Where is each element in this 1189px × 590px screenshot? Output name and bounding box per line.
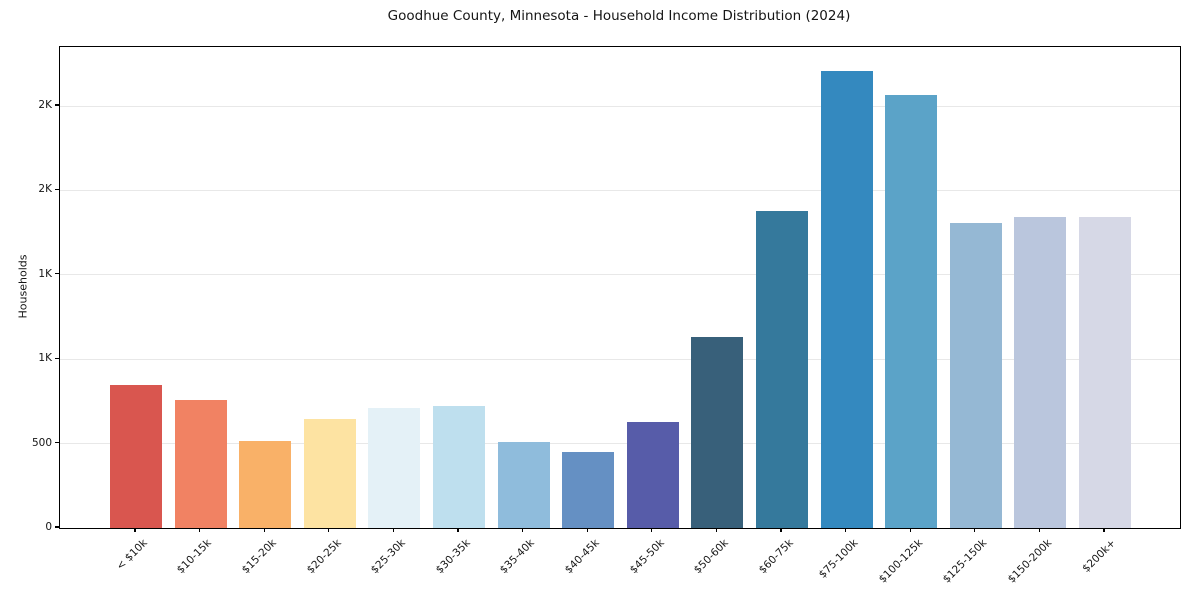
x-tick-mark bbox=[715, 528, 717, 532]
bar-9 bbox=[691, 337, 744, 528]
x-tick-label-text: $15-20k bbox=[239, 537, 279, 577]
x-tick-mark bbox=[328, 528, 330, 532]
plot-area bbox=[59, 46, 1181, 529]
chart-title: Goodhue County, Minnesota - Household In… bbox=[387, 8, 851, 24]
x-tick-mark bbox=[780, 528, 782, 532]
x-tick-label-text: $50-60k bbox=[691, 537, 731, 577]
x-tick-label-text: $10-15k bbox=[174, 537, 215, 577]
x-tick-mark bbox=[263, 528, 265, 532]
gridline bbox=[60, 105, 1180, 107]
y-tick-label: 2K bbox=[38, 183, 52, 196]
y-tick-label: 2K bbox=[38, 99, 52, 112]
gridline bbox=[60, 443, 1180, 445]
bar-11 bbox=[820, 71, 873, 528]
bar-2 bbox=[239, 441, 292, 528]
x-tick-mark bbox=[457, 528, 459, 532]
x-tick-label-text: $60-75k bbox=[756, 537, 796, 577]
bar-5 bbox=[433, 405, 485, 528]
gridline bbox=[60, 358, 1180, 360]
bar-0 bbox=[110, 384, 162, 528]
bar-6 bbox=[497, 441, 550, 528]
bar-10 bbox=[756, 210, 808, 528]
bar-7 bbox=[562, 452, 615, 528]
y-tick-label: 500 bbox=[31, 436, 52, 449]
x-tick-mark bbox=[845, 528, 847, 532]
bar-15 bbox=[1079, 217, 1131, 528]
x-tick-label-text: $45-50k bbox=[627, 537, 667, 577]
x-tick-label-text: $100-125k bbox=[876, 537, 925, 586]
x-tick-mark bbox=[1038, 528, 1040, 532]
x-tick-label-text: < $10k bbox=[113, 537, 150, 573]
x-tick-mark bbox=[134, 528, 136, 532]
y-axis-label: Households bbox=[16, 254, 30, 319]
x-tick-label-text: $20-25k bbox=[304, 537, 344, 577]
x-tick-mark bbox=[522, 528, 524, 532]
bar-14 bbox=[1014, 217, 1067, 528]
bar-8 bbox=[626, 421, 679, 528]
bar-13 bbox=[949, 222, 1002, 528]
x-tick-mark bbox=[974, 528, 976, 532]
x-tick-label-text: $200k+ bbox=[1080, 537, 1119, 575]
x-tick-mark bbox=[199, 528, 201, 532]
y-tick-mark bbox=[55, 188, 59, 191]
gridline bbox=[60, 189, 1180, 191]
x-tick-label-text: $75-100k bbox=[816, 537, 861, 581]
y-tick-label: 1K bbox=[38, 267, 52, 280]
y-tick-mark bbox=[55, 442, 59, 444]
y-tick-mark bbox=[55, 526, 59, 528]
x-tick-label-text: $35-40k bbox=[497, 537, 538, 577]
bar-1 bbox=[174, 399, 227, 528]
y-tick-label: 1K bbox=[38, 352, 52, 365]
bar-3 bbox=[303, 419, 356, 528]
y-tick-mark bbox=[55, 104, 59, 106]
y-tick-mark bbox=[55, 273, 59, 275]
bar-4 bbox=[368, 408, 421, 528]
x-tick-mark bbox=[1103, 528, 1105, 532]
y-tick-mark bbox=[55, 357, 59, 359]
x-tick-label-text: $30-35k bbox=[433, 537, 473, 577]
gridline bbox=[60, 274, 1180, 276]
bar-12 bbox=[885, 95, 938, 528]
x-tick-label-text: $25-30k bbox=[368, 537, 408, 577]
x-tick-mark bbox=[651, 528, 653, 532]
x-tick-mark bbox=[909, 528, 911, 532]
x-tick-label-text: $40-45k bbox=[562, 537, 602, 577]
x-tick-label-text: $125-150k bbox=[940, 537, 990, 586]
x-tick-mark bbox=[586, 528, 588, 532]
y-tick-label: 0 bbox=[45, 521, 52, 533]
x-tick-mark bbox=[392, 528, 394, 532]
x-tick-label-text: $150-200k bbox=[1005, 537, 1054, 586]
